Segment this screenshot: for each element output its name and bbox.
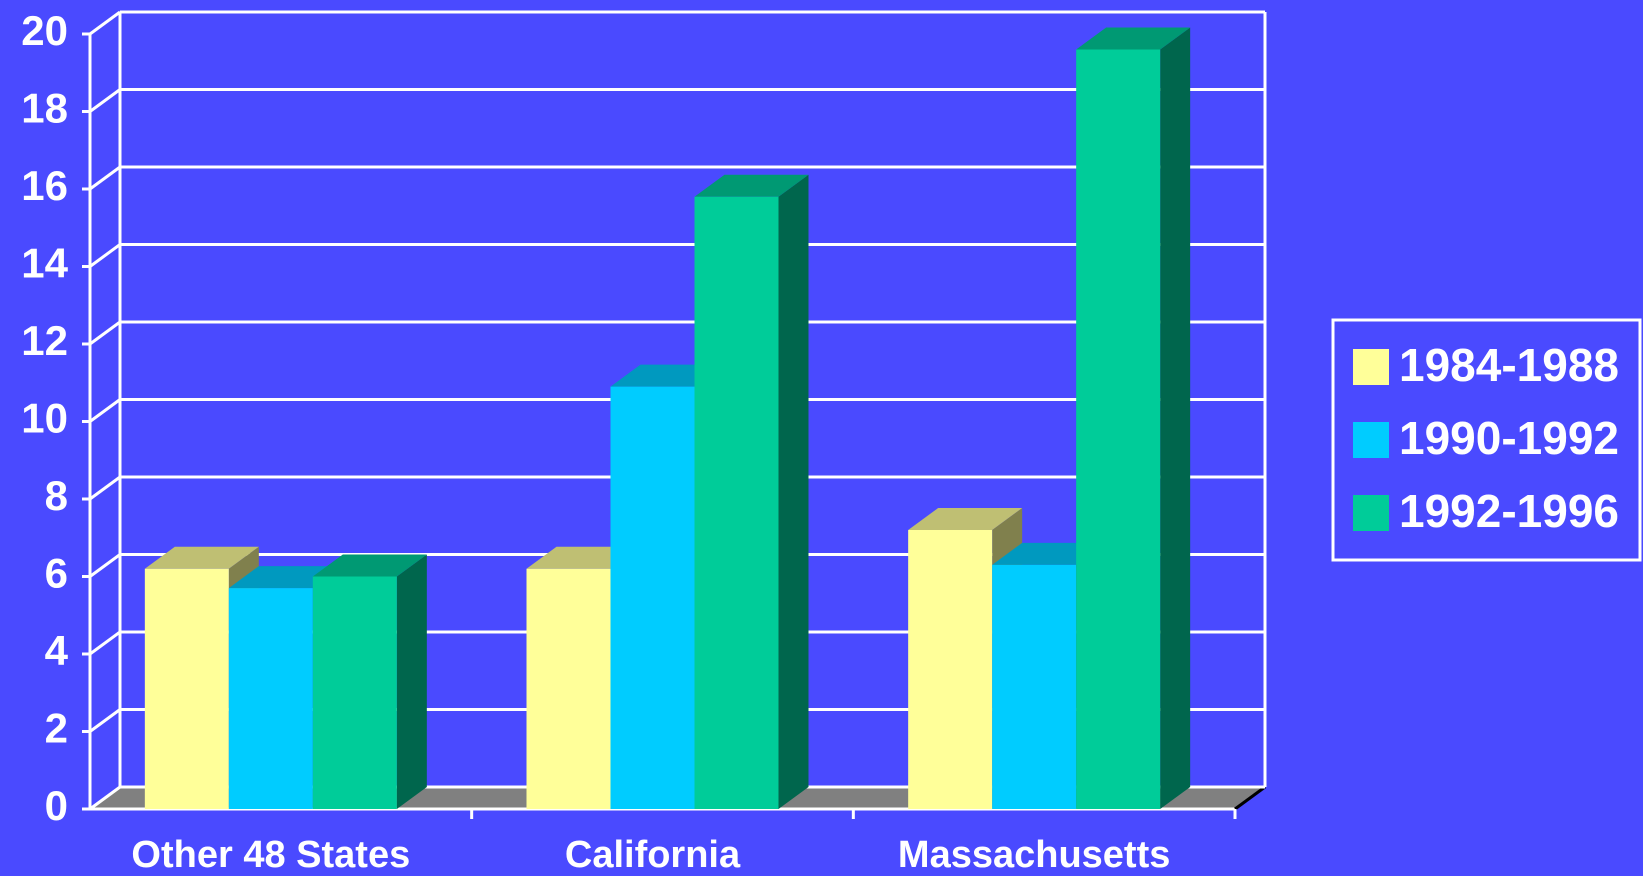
floor-edge: [1234, 785, 1266, 811]
bar-side: [778, 174, 809, 809]
y-tick-label: 10: [21, 395, 68, 442]
bar: [312, 576, 397, 809]
legend-label: 1992-1996: [1399, 485, 1619, 537]
y-tick-label: 12: [21, 317, 68, 364]
y-tick-label: 18: [21, 85, 68, 132]
grid-line-side: [89, 785, 121, 811]
grid-line-side: [89, 10, 121, 36]
x-tick-label: Other 48 States: [131, 834, 410, 876]
legend-label: 1990-1992: [1399, 412, 1619, 464]
grid-line-side: [89, 165, 121, 191]
bar-side: [1160, 27, 1191, 809]
grid-line-side: [89, 398, 121, 423]
bar: [526, 568, 611, 809]
bar: [1076, 49, 1161, 809]
y-tick-label: 0: [45, 782, 68, 829]
x-tick-label: California: [565, 834, 741, 876]
bar: [694, 196, 779, 809]
bar-side: [396, 554, 427, 809]
legend-swatch: [1353, 495, 1389, 531]
grid-line-side: [89, 708, 121, 733]
bar: [228, 588, 313, 809]
y-tick-label: 2: [45, 705, 68, 752]
bar-top: [694, 174, 809, 197]
bar: [144, 568, 229, 809]
grid-line-side: [89, 475, 121, 501]
grid-line-side: [89, 320, 121, 346]
bar: [908, 530, 993, 809]
bar-top: [144, 546, 259, 569]
y-tick-label: 20: [21, 7, 68, 54]
y-tick-label: 4: [45, 627, 69, 674]
y-tick-label: 14: [21, 240, 68, 287]
bar-top: [312, 554, 427, 577]
y-tick-label: 8: [45, 472, 68, 519]
grid-line-side: [89, 88, 121, 113]
y-tick-label: 16: [21, 162, 68, 209]
y-tick-label: 6: [45, 550, 68, 597]
legend-box: [1331, 318, 1642, 562]
grid-line-side: [89, 630, 121, 656]
legend-swatch: [1353, 422, 1389, 458]
legend-label: 1984-1988: [1399, 339, 1619, 391]
bar: [610, 386, 695, 809]
x-tick-label: Massachusetts: [898, 834, 1170, 876]
grid-line-side: [89, 243, 121, 268]
bar: [992, 564, 1077, 809]
legend-swatch: [1353, 349, 1389, 385]
bar-top: [908, 508, 1023, 530]
bar-top: [1076, 27, 1191, 50]
grid-line-side: [89, 553, 121, 578]
